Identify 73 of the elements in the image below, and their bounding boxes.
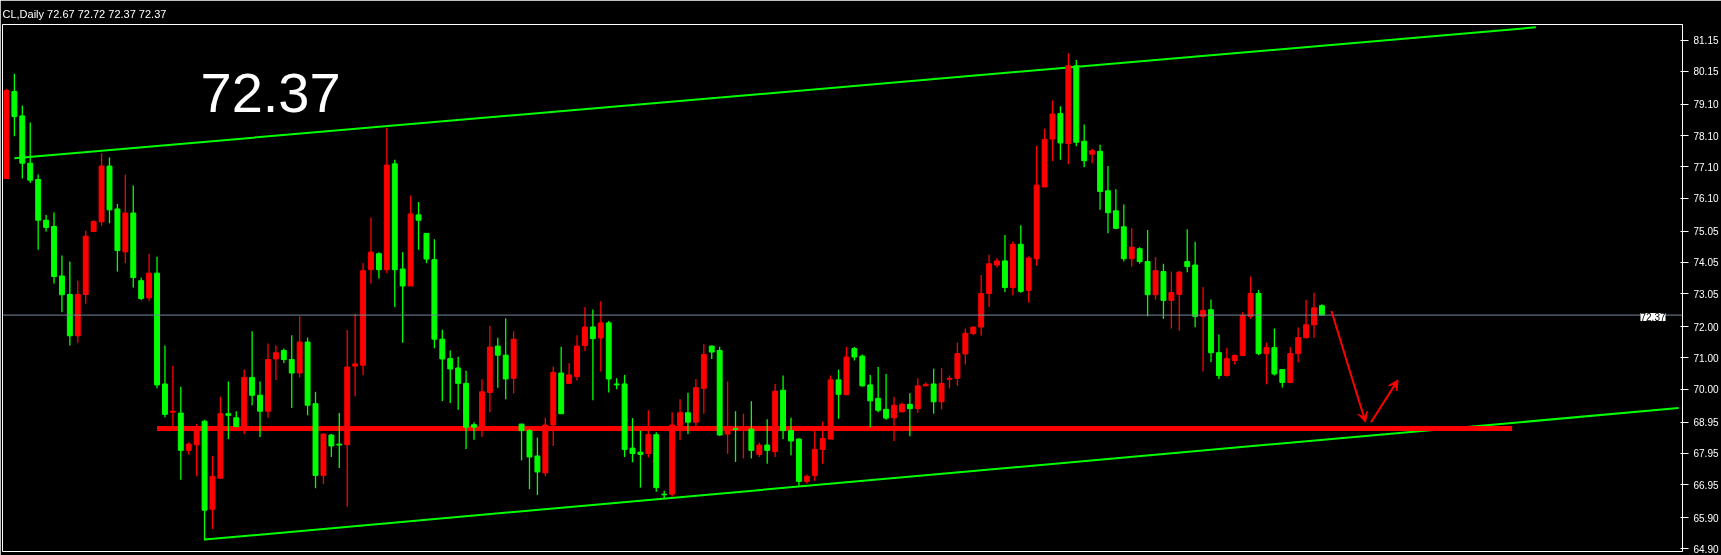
- candlestick: [685, 392, 691, 435]
- candlestick: [883, 373, 890, 421]
- candlestick: [494, 336, 501, 389]
- candlestick: [415, 201, 422, 251]
- y-tick-label: 74.05: [1693, 257, 1719, 269]
- candlestick: [914, 377, 921, 414]
- y-tick-label: 64.90: [1693, 543, 1719, 555]
- candlestick: [1215, 333, 1222, 380]
- candlestick: [1223, 347, 1230, 378]
- candlestick: [732, 410, 739, 463]
- y-tick-label: 71.00: [1693, 352, 1719, 364]
- candlestick: [352, 313, 359, 397]
- candlestick: [288, 334, 295, 409]
- candlestick: [58, 254, 65, 313]
- y-tick-label: 77.10: [1693, 161, 1719, 173]
- candlestick: [835, 368, 842, 420]
- candlestick: [455, 356, 462, 411]
- y-tick-label: 75.05: [1693, 226, 1719, 238]
- candlestick: [962, 327, 969, 366]
- candlestick: [336, 412, 343, 469]
- candlestick: [906, 392, 913, 437]
- candlestick: [375, 251, 382, 280]
- y-tick-label: 68.95: [1693, 417, 1719, 429]
- candlestick: [1311, 292, 1317, 339]
- candlestick: [582, 306, 588, 352]
- candlestick: [328, 433, 335, 458]
- y-tick-label: 72.00: [1693, 321, 1719, 333]
- candlestick: [589, 308, 596, 401]
- candlestick: [1247, 275, 1254, 320]
- annotation: 72.37: [200, 60, 341, 124]
- candlestick: [1184, 228, 1191, 273]
- candlestick: [1081, 123, 1088, 168]
- y-tick-label: 70.00: [1693, 384, 1719, 396]
- candlestick: [471, 421, 477, 441]
- candlestick: [257, 380, 263, 438]
- candlestick: [368, 216, 374, 285]
- y-tick-label: 65.90: [1693, 512, 1719, 524]
- candlestick: [867, 374, 874, 428]
- candlestick: [1263, 341, 1270, 385]
- y-tick-label: 81.15: [1693, 35, 1719, 47]
- y-tick-label: 76.10: [1693, 193, 1719, 205]
- candlestick: [1089, 148, 1096, 164]
- ref-line-label: 72.37: [1640, 312, 1666, 324]
- candlestick: [1303, 299, 1310, 340]
- candlestick: [566, 362, 573, 385]
- candlestick: [447, 349, 454, 404]
- candlestick: [272, 344, 279, 381]
- candlestick: [597, 300, 604, 373]
- candlestick: [225, 380, 232, 440]
- candlestick: [930, 367, 937, 415]
- chart-title: CL,Daily 72.67 72.72 72.37 72.37: [2, 7, 167, 20]
- candlestick: [764, 418, 771, 465]
- candlestick: [875, 366, 882, 413]
- y-tick-label: 79.10: [1693, 99, 1719, 111]
- candlestick: [1295, 326, 1302, 364]
- y-tick-label: 78.10: [1693, 130, 1719, 142]
- candlestick: [788, 417, 794, 457]
- y-tick-label: 80.15: [1693, 66, 1719, 78]
- candlestick: [249, 330, 256, 406]
- candlestick: [938, 367, 945, 410]
- candlestick: [1112, 188, 1119, 230]
- candlestick: [502, 317, 509, 400]
- y-tick-label: 73.05: [1693, 288, 1719, 300]
- candlestick: [1105, 165, 1111, 235]
- candlestick: [1168, 270, 1175, 330]
- candlestick: [138, 276, 145, 302]
- y-tick-label: 67.95: [1693, 448, 1719, 460]
- candlestick: [1176, 270, 1183, 332]
- candlestick: [439, 329, 446, 402]
- y-tick-label: 66.95: [1693, 479, 1719, 491]
- candlestick: [1128, 227, 1135, 268]
- candlestick: [399, 251, 406, 344]
- candlestick: [748, 400, 755, 460]
